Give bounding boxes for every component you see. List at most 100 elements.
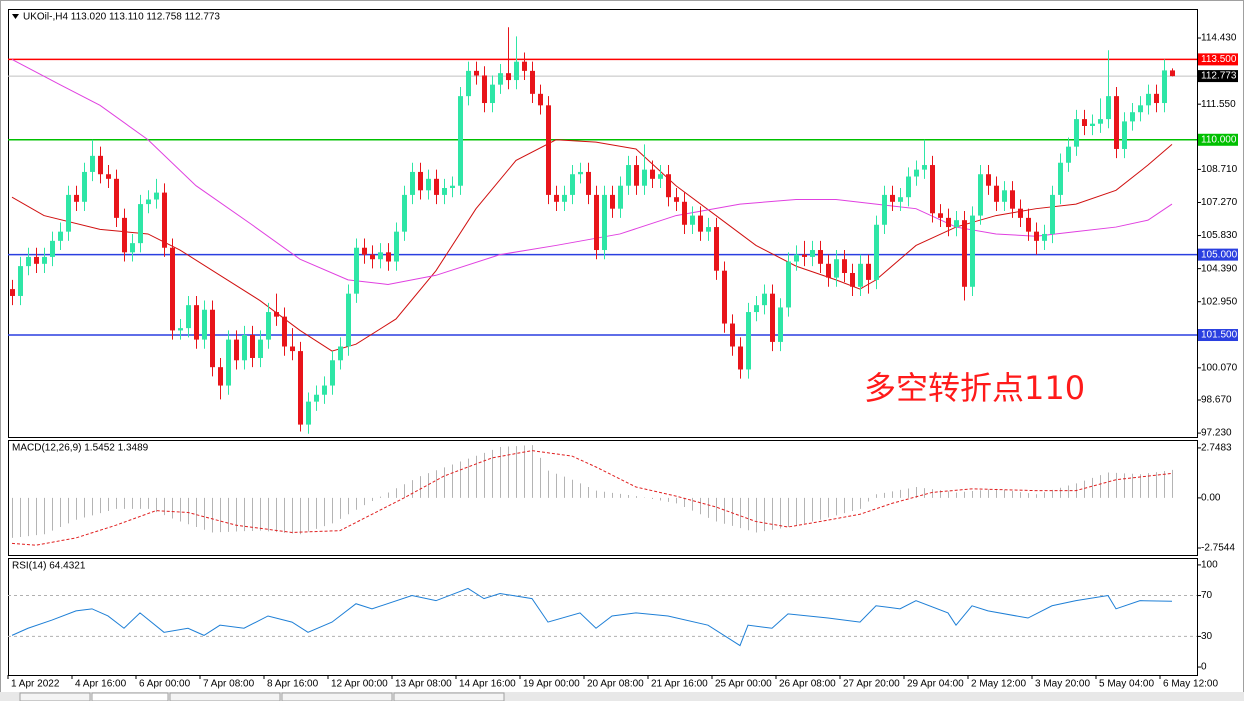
candle-body	[690, 215, 695, 225]
candle-body	[1082, 119, 1087, 126]
y-tick-label: 100	[1201, 560, 1218, 571]
candle-body	[770, 293, 775, 342]
candle-body	[378, 252, 383, 260]
candle-body	[826, 263, 831, 278]
y-tick-label: 104.390	[1201, 263, 1238, 274]
candle-body	[194, 305, 199, 340]
x-tick-label: 20 Apr 08:00	[587, 679, 644, 690]
candle-body	[1162, 70, 1167, 104]
candle-body	[850, 272, 855, 287]
candle-body	[962, 220, 967, 287]
rsi-panel	[8, 558, 1198, 676]
x-tick-label: 5 May 04:00	[1099, 679, 1154, 690]
candle-body	[682, 201, 687, 225]
candle-body	[530, 70, 535, 94]
candle-body	[546, 105, 551, 195]
x-tick-label: 29 Apr 04:00	[907, 679, 964, 690]
menu-arrow[interactable]	[12, 14, 19, 19]
tab[interactable]	[19, 692, 91, 701]
candle-body	[514, 61, 519, 81]
candle-body	[818, 250, 823, 264]
candle-body	[66, 194, 71, 232]
candle-body	[130, 243, 135, 253]
candle-body	[338, 346, 343, 361]
candle-body	[458, 96, 463, 186]
candle-body	[970, 215, 975, 287]
candle-body	[506, 73, 511, 81]
candle-body	[666, 174, 671, 198]
candle-body	[554, 194, 559, 202]
candle-body	[10, 289, 15, 296]
candle-body	[330, 360, 335, 386]
candle-body	[306, 401, 311, 425]
candle-body	[258, 339, 263, 358]
candle-body	[1122, 121, 1127, 149]
candle-body	[1034, 231, 1039, 241]
candle-body	[578, 171, 583, 175]
macd-panel	[8, 440, 1198, 556]
x-tick-label: 14 Apr 16:00	[459, 679, 516, 690]
candle-body	[786, 261, 791, 308]
level-label: 113.500	[1201, 54, 1237, 65]
tab[interactable]	[281, 692, 393, 701]
candle-body	[738, 346, 743, 370]
tab[interactable]	[91, 692, 169, 701]
candle-body	[298, 351, 303, 425]
candle-body	[858, 263, 863, 287]
y-tick-label: 111.550	[1201, 99, 1236, 110]
candle-body	[146, 199, 151, 205]
candle-body	[90, 155, 95, 172]
candle-body	[1170, 70, 1175, 77]
level-label-box	[1198, 53, 1238, 66]
candle-body	[946, 217, 951, 228]
candle-body	[50, 240, 55, 257]
current-price-box	[1198, 70, 1238, 83]
candle-body	[626, 165, 631, 186]
level-label: 101.500	[1201, 330, 1238, 341]
level-label-box	[1198, 329, 1238, 342]
candle-body	[522, 61, 527, 71]
candle-body	[538, 93, 543, 106]
candle-body	[466, 70, 471, 97]
x-tick-label: 13 Apr 08:00	[395, 679, 452, 690]
y-tick-label: 102.950	[1201, 296, 1238, 307]
candle-body	[938, 213, 943, 218]
candle-body	[1090, 123, 1095, 126]
candle-body	[874, 224, 879, 280]
candle-body	[482, 75, 487, 104]
candle-body	[250, 335, 255, 358]
tab-bar	[0, 692, 1244, 701]
y-tick-label: 114.430	[1201, 33, 1237, 44]
candle-body	[986, 174, 991, 186]
candle-body	[242, 335, 247, 361]
candle-body	[978, 174, 983, 216]
candle-body	[898, 197, 903, 202]
candle-body	[410, 171, 415, 195]
y-tick-label: 30	[1201, 631, 1213, 642]
rsi-line	[11, 587, 1173, 647]
candle-body	[570, 174, 575, 195]
x-tick-label: 4 Apr 16:00	[75, 679, 127, 690]
candle-body	[202, 309, 207, 340]
y-tick-label: -2.7544	[1201, 543, 1235, 554]
tab[interactable]	[393, 692, 505, 701]
candle-body	[866, 263, 871, 280]
candle-body	[42, 256, 47, 264]
candle-body	[1026, 217, 1031, 232]
candle-body	[434, 178, 439, 195]
candle-body	[634, 165, 639, 186]
y-tick-label: 0.00	[1201, 493, 1221, 504]
candle-body	[754, 305, 759, 313]
candle-body	[426, 178, 431, 191]
tab[interactable]	[169, 692, 281, 701]
candle-body	[82, 171, 87, 202]
candle-body	[882, 194, 887, 225]
x-tick-label: 1 Apr 2022	[11, 679, 60, 690]
candle-body	[266, 312, 271, 340]
candle-body	[498, 73, 503, 85]
candle-body	[314, 394, 319, 402]
candle-body	[154, 192, 159, 200]
candle-body	[1042, 233, 1047, 241]
candle-body	[98, 155, 103, 175]
